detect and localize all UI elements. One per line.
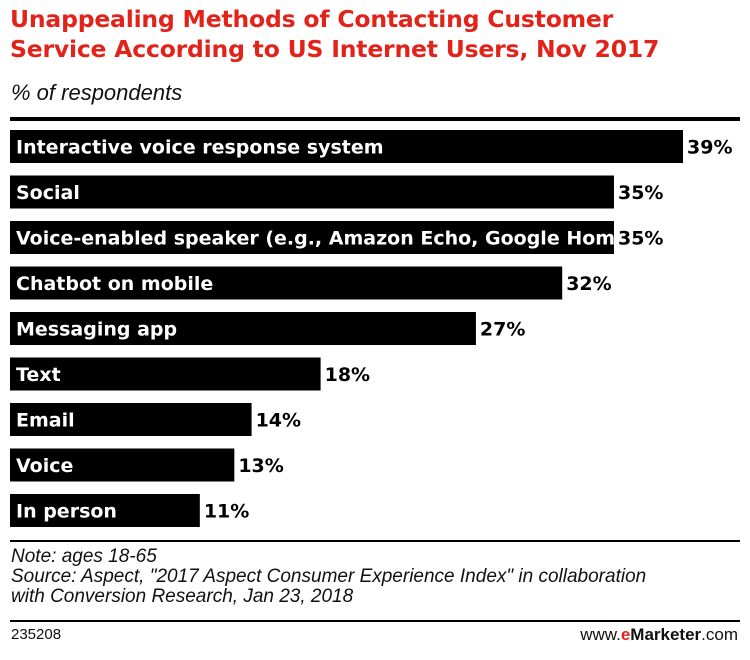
- emarketer-logo[interactable]: www.eMarketer.com: [580, 625, 738, 645]
- bar-value-label: 39%: [687, 137, 732, 159]
- bar-value-label: 13%: [238, 455, 283, 477]
- bar-category-label: Messaging app: [16, 319, 177, 341]
- source-line-1: Source: Aspect, "2017 Aspect Consumer Ex…: [11, 566, 647, 587]
- bar-category-label: Interactive voice response system: [16, 137, 384, 159]
- top-rule: [10, 117, 740, 121]
- bar-category-label: Social: [16, 182, 80, 204]
- chart-subtitle: % of respondents: [11, 80, 183, 105]
- bar-4: [10, 266, 563, 300]
- bar-chart: Interactive voice response system 39% Soci…: [10, 130, 732, 527]
- brand-prefix: www.: [580, 625, 621, 644]
- bar-category-label: Chatbot on mobile: [16, 273, 213, 295]
- bar-value-label: 32%: [566, 273, 611, 295]
- bar-7: [10, 403, 252, 436]
- bar-6: [10, 357, 321, 391]
- brand-e: e: [620, 625, 631, 644]
- bar-category-label: Text: [16, 364, 61, 386]
- bar-5: [10, 312, 476, 345]
- bar-value-label: 27%: [480, 319, 525, 341]
- bar-category-label: Voice-enabled speaker (e.g., Amazon Echo…: [16, 228, 637, 250]
- footnote: Note: ages 18-65 Source: Aspect, "2017 A…: [11, 547, 741, 607]
- bar-value-label: 18%: [325, 364, 370, 386]
- bar-3: [10, 221, 614, 254]
- chart-title: Unappealing Methods of Contacting Custom…: [10, 4, 740, 64]
- chart-title-line-1: Unappealing Methods of Contacting Custom…: [10, 5, 614, 33]
- bar-category-label: Voice: [16, 455, 73, 477]
- bar-value-label: 35%: [618, 182, 663, 204]
- bar-1: [10, 130, 683, 163]
- chart-title-line-2: Service According to US Internet Users, …: [10, 35, 660, 63]
- bar-9: [10, 494, 200, 527]
- note-text: Note: ages 18-65: [11, 546, 157, 567]
- bar-2: [10, 175, 614, 209]
- chart-id: 235208: [11, 626, 62, 643]
- brand-suffix: .com: [701, 625, 738, 644]
- bottom-rule: [10, 540, 740, 542]
- source-line-2: with Conversion Research, Jan 23, 2018: [11, 586, 354, 607]
- brand-name: Marketer: [630, 625, 702, 644]
- bar-8: [10, 448, 235, 482]
- bar-category-label: Email: [16, 410, 75, 432]
- bar-value-label: 11%: [204, 501, 249, 523]
- bar-value-label: 35%: [618, 228, 663, 250]
- footer-rule: [10, 620, 740, 622]
- bar-category-label: In person: [16, 501, 117, 523]
- bar-value-label: 14%: [256, 410, 301, 432]
